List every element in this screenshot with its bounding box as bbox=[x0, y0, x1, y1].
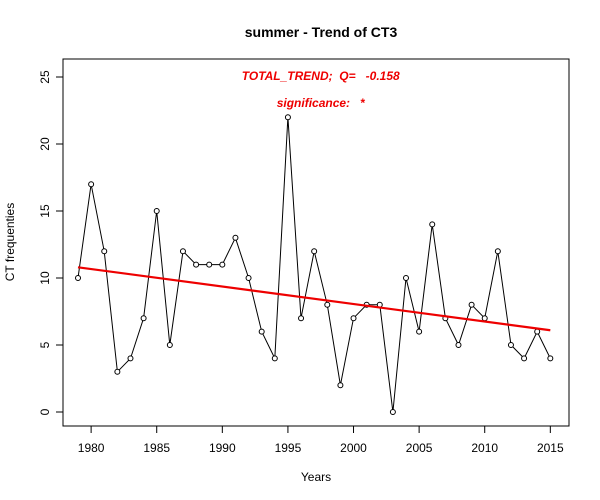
data-point-2004 bbox=[403, 275, 409, 281]
annotation-layer: TOTAL_TREND; Q= -0.158 significance: * bbox=[242, 69, 400, 110]
data-point-1982 bbox=[114, 368, 121, 375]
y-tick-label-0: 0 bbox=[38, 408, 52, 415]
data-point-1984 bbox=[140, 315, 147, 322]
data-point-1997 bbox=[311, 248, 318, 255]
data-point-1991 bbox=[232, 234, 239, 241]
y-axis: 0 5 10 15 20 25 bbox=[38, 70, 64, 415]
x-tick-label-4: 2000 bbox=[340, 441, 367, 455]
data-point-1983 bbox=[127, 355, 134, 362]
x-tick-label-2: 1990 bbox=[209, 441, 236, 455]
x-tick-label-3: 1995 bbox=[275, 441, 302, 455]
data-point-2006 bbox=[429, 221, 436, 228]
trend-layer bbox=[77, 266, 551, 332]
y-tick-label-3: 15 bbox=[38, 204, 52, 218]
data-point-1985 bbox=[153, 208, 160, 214]
data-point-1986 bbox=[166, 342, 173, 348]
data-point-1979 bbox=[75, 275, 81, 281]
data-point-2005 bbox=[416, 328, 423, 335]
x-tick-label-1: 1985 bbox=[143, 441, 170, 455]
plot-area-frame bbox=[62, 58, 570, 427]
series-layer bbox=[75, 114, 554, 415]
annotation-0: TOTAL_TREND; Q= -0.158 bbox=[242, 69, 400, 83]
x-tick-label-7: 2015 bbox=[537, 441, 564, 455]
data-point-2015 bbox=[547, 355, 554, 362]
x-axis-label: Years bbox=[301, 470, 331, 484]
x-tick-label-0: 1980 bbox=[78, 441, 105, 455]
data-point-1981 bbox=[101, 248, 108, 255]
data-point-2011 bbox=[494, 248, 501, 255]
data-point-2012 bbox=[507, 342, 514, 348]
data-point-1993 bbox=[258, 328, 265, 335]
trend-line bbox=[77, 266, 551, 332]
data-point-1990 bbox=[219, 261, 226, 268]
y-tick-label-5: 25 bbox=[38, 70, 52, 84]
data-point-1995 bbox=[284, 114, 291, 121]
annotation-1: significance: * bbox=[277, 96, 366, 110]
data-point-2008 bbox=[455, 342, 462, 348]
y-axis-label: CT frequenties bbox=[3, 203, 17, 282]
data-point-1999 bbox=[337, 382, 344, 389]
series-line-0 bbox=[77, 117, 551, 413]
data-point-1987 bbox=[179, 248, 186, 255]
data-point-2013 bbox=[521, 355, 528, 362]
data-point-1992 bbox=[245, 275, 252, 281]
data-point-1980 bbox=[88, 181, 95, 188]
x-tick-label-5: 2005 bbox=[406, 441, 433, 455]
data-point-1998 bbox=[324, 301, 331, 308]
y-tick-label-4: 20 bbox=[38, 137, 52, 151]
data-point-1989 bbox=[206, 261, 213, 268]
x-axis: 1980 1985 1990 1995 2000 2005 2010 2015 bbox=[78, 425, 564, 455]
y-tick-label-2: 10 bbox=[38, 271, 52, 285]
data-point-2003 bbox=[389, 409, 396, 415]
data-point-1988 bbox=[193, 261, 200, 268]
data-point-1994 bbox=[271, 355, 278, 362]
x-tick-label-6: 2010 bbox=[471, 441, 498, 455]
y-tick-label-1: 5 bbox=[38, 341, 52, 348]
data-point-1996 bbox=[298, 315, 305, 322]
data-point-2010 bbox=[481, 315, 488, 322]
chart-title: summer - Trend of CT3 bbox=[245, 24, 398, 40]
data-point-2000 bbox=[350, 315, 357, 322]
data-point-2009 bbox=[468, 301, 475, 308]
